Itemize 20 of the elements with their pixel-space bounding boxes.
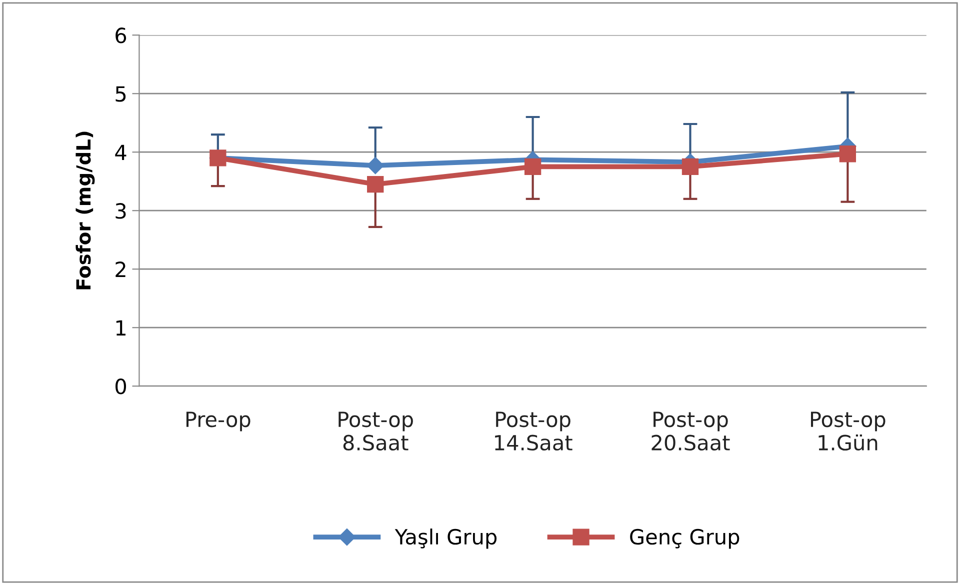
x-tick-label: Pre-op	[186, 412, 250, 432]
point	[524, 158, 542, 176]
point	[366, 157, 384, 174]
y-tick-label: 5	[116, 86, 126, 102]
y-tick-label: 1	[116, 320, 126, 336]
y-tick-label: 6	[116, 28, 126, 44]
point	[839, 146, 856, 162]
legend-label: Yaşlı Grup	[394, 528, 497, 549]
y-axis-title: Fosfor (mg/dL)	[76, 132, 95, 290]
x-tick-label: Post-op 8.Saat	[338, 412, 413, 451]
x-tick-label: Post-op 20.Saat	[652, 412, 730, 451]
y-tick-label: 0	[116, 378, 126, 394]
y-tick-label: 4	[115, 144, 126, 160]
point	[682, 158, 699, 176]
x-tick-label: Post-op 14.Saat	[495, 412, 572, 451]
legend-label: Genç Grup	[630, 528, 740, 549]
x-tick-label: Post-op 1.Gün	[810, 412, 886, 451]
y-tick-label: 2	[116, 262, 126, 278]
point	[367, 176, 384, 193]
y-tick-label: 3	[116, 203, 126, 219]
